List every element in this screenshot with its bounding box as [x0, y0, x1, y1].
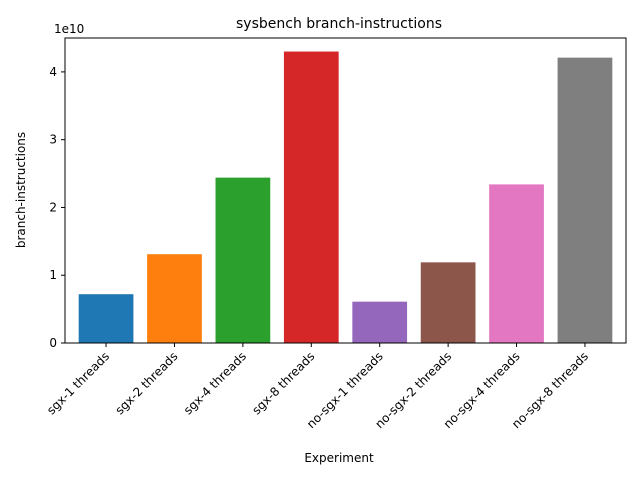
chart-title: sysbench branch-instructions [236, 16, 442, 32]
y-tick-label: 2 [49, 200, 57, 214]
bars-group [78, 51, 613, 344]
bar-no-sgx-4-threads [489, 184, 544, 343]
y-offset-label: 1e10 [54, 22, 84, 36]
y-axis-label: branch-instructions [14, 132, 28, 248]
y-tick-label: 3 [49, 133, 57, 147]
x-axis-label: Experiment [304, 451, 374, 465]
bar-no-sgx-1-threads [352, 301, 408, 343]
y-tick-label: 4 [49, 65, 57, 79]
bar-sgx-4-threads [215, 177, 271, 343]
y-tick-label: 1 [49, 268, 57, 282]
bar-sgx-2-threads [147, 254, 202, 343]
bar-sgx-1-threads [78, 294, 134, 343]
plot-frame [64, 37, 627, 344]
bar-no-sgx-8-threads [557, 57, 613, 344]
y-ticks: 0 1 2 3 4 [49, 65, 65, 350]
y-tick-label: 0 [49, 336, 57, 350]
bar-sgx-8-threads [283, 51, 339, 344]
bar-no-sgx-2-threads [420, 262, 476, 343]
